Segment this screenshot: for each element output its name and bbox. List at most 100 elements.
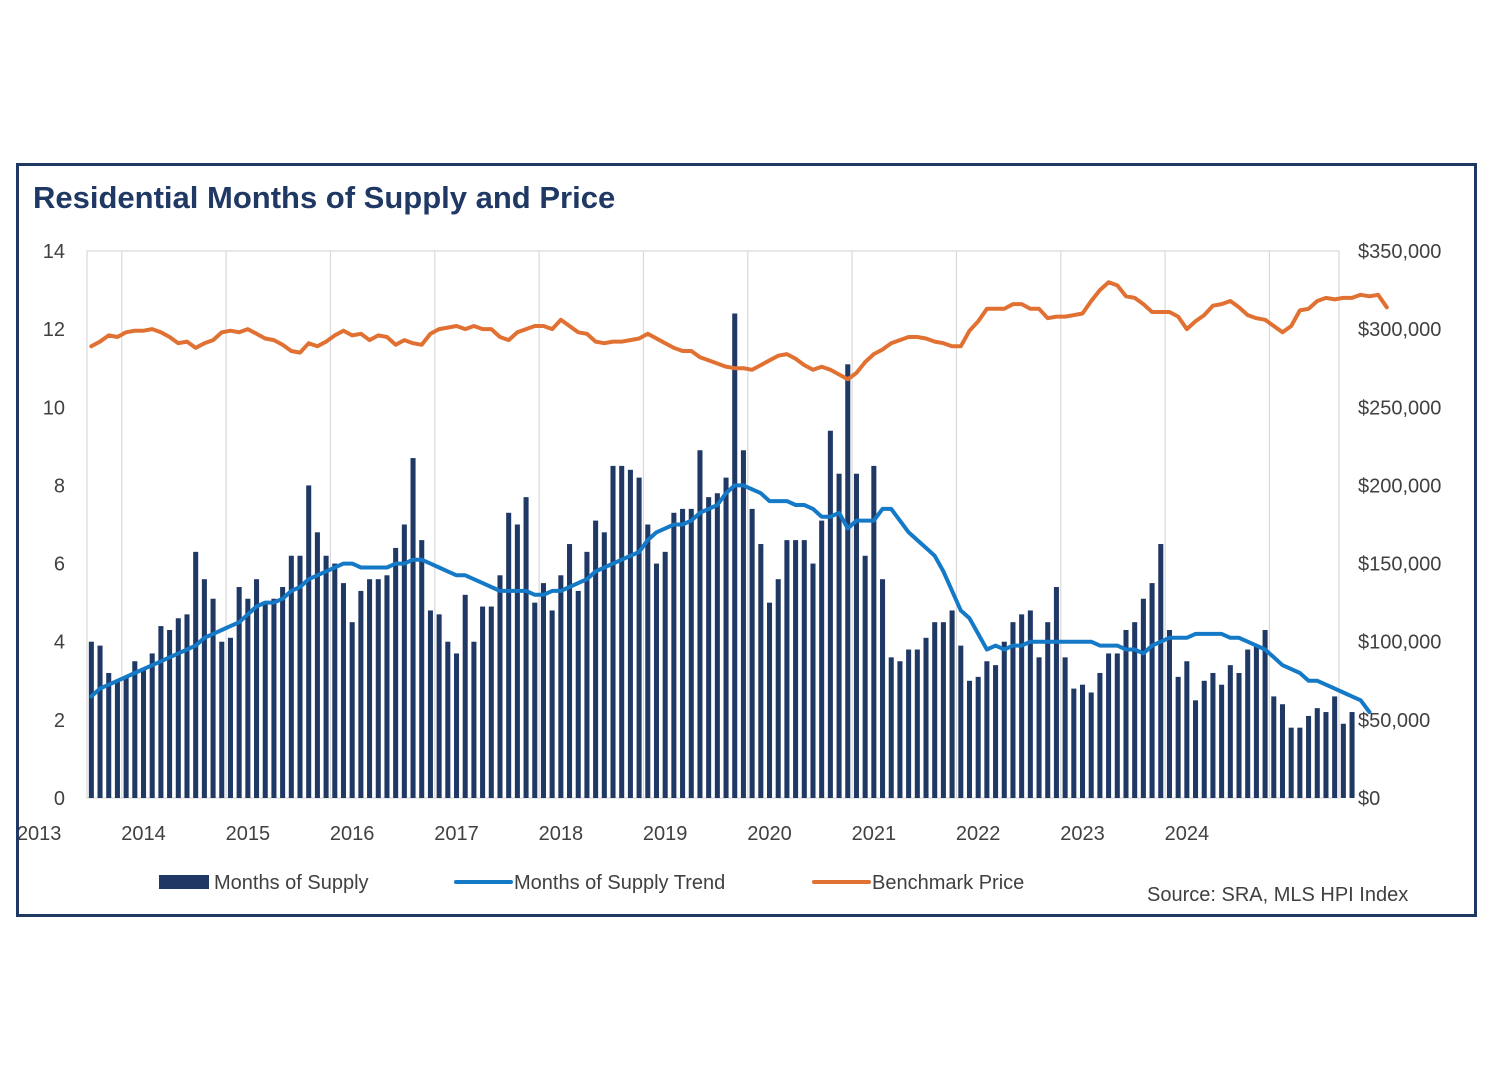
supply-bar [662,551,668,798]
supply-bar [897,661,903,798]
y-left-tick-label: 14 [43,241,65,263]
supply-bar [653,563,660,798]
supply-bar [201,579,207,798]
supply-bar [1227,665,1233,798]
supply-bar [514,524,520,798]
supply-bar [1123,629,1129,798]
supply-bar [114,680,120,798]
x-tick-label: 2014 [121,823,166,845]
supply-bar [140,669,147,798]
supply-bar [801,540,807,798]
supply-bar [793,540,799,798]
supply-bar [1306,715,1312,798]
supply-bar [427,610,433,798]
supply-bar [1045,622,1051,798]
supply-bar [1106,653,1112,798]
y-right-tick-label: $50,000 [1358,710,1430,732]
y-right-tick-label: $0 [1358,788,1380,810]
supply-bar [1253,645,1259,798]
supply-bar [984,661,990,798]
supply-bar [306,485,312,798]
supply-bar [993,665,999,798]
supply-bar [453,653,460,798]
supply-bar [749,508,755,798]
y-right-tick-label: $350,000 [1358,241,1441,263]
supply-bar [340,583,347,798]
supply-trend-line [89,483,1372,714]
supply-bar [1053,587,1059,798]
supply-bar [1288,727,1294,798]
supply-bar [688,508,694,798]
supply-bar [401,524,407,798]
supply-bar [1245,649,1251,798]
supply-bar [419,540,425,798]
supply-bar [227,637,233,798]
supply-bar [627,469,633,798]
supply-bar [1184,661,1190,798]
supply-bar [784,540,790,798]
supply-bar [1027,610,1033,798]
x-tick-label: 2017 [434,823,479,845]
supply-bar [1010,622,1016,798]
supply-bar [123,676,129,798]
supply-bar [584,551,590,798]
supply-bar [1236,672,1242,798]
supply-bar [462,594,468,798]
supply-bar [906,649,912,798]
supply-bar [593,520,599,798]
supply-bar [1132,622,1138,798]
x-tick-label: 2020 [747,823,792,845]
supply-bar [1166,629,1172,798]
supply-bar [810,563,816,798]
y-left-tick-label: 10 [43,397,65,419]
x-tick-label: 2024 [1165,823,1210,845]
supply-bar [827,430,833,798]
supply-bar [1332,696,1338,798]
supply-bar [254,579,260,798]
x-tick-label: 2019 [643,823,688,845]
supply-bar [671,512,677,798]
supply-bar [1140,598,1146,798]
supply-bar [375,579,381,798]
supply-bar [1323,712,1329,798]
supply-bar [175,618,181,798]
supply-bar [740,450,746,798]
supply-bar [1262,629,1268,798]
y-left-tick-label: 0 [54,788,65,810]
supply-bar [219,641,225,798]
supply-bar [871,465,877,798]
y-right-tick-label: $300,000 [1358,319,1441,341]
y-left-tick-label: 2 [54,710,65,732]
legend-label: Benchmark Price [872,872,1024,894]
supply-bar [193,551,199,798]
supply-bar [888,657,894,798]
supply-bar [106,672,112,798]
supply-bar [1210,672,1216,798]
supply-bar [184,614,190,798]
supply-bar [549,610,555,798]
y-right-tick-label: $200,000 [1358,475,1441,497]
supply-bar [845,364,851,798]
legend-label: Months of Supply [214,872,369,894]
x-tick-label: 2015 [226,823,271,845]
supply-bar [132,661,138,798]
supply-bar [619,465,625,798]
supply-bar [1279,704,1286,798]
x-tick-label: 2023 [1060,823,1105,845]
supply-bar [1079,684,1086,798]
supply-bar [1175,676,1181,798]
supply-bar [506,512,512,798]
supply-bar [610,465,616,798]
y-right-tick-label: $150,000 [1358,554,1441,576]
supply-bar [410,458,416,798]
supply-bar [862,555,868,798]
chart-frame: Residential Months of Supply and Price 0… [16,163,1477,917]
supply-bar [697,450,703,798]
supply-bar [532,602,538,798]
supply-bar [819,520,825,798]
x-tick-label: 2018 [539,823,584,845]
supply-bar [575,590,581,798]
supply-bar [958,645,964,798]
supply-bar [323,555,329,798]
supply-bar [1019,614,1025,798]
